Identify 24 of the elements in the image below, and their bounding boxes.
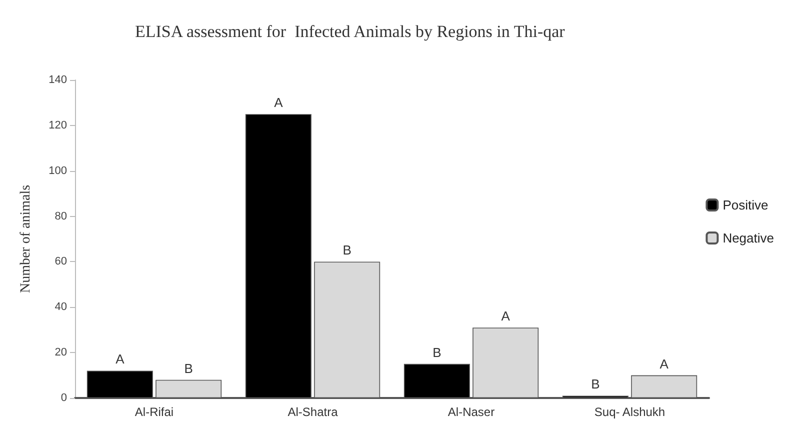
data-label: A xyxy=(116,352,125,367)
legend-label: Negative xyxy=(722,230,774,246)
y-tick-label: 80 xyxy=(54,210,67,222)
x-tick-label: Al-Shatra xyxy=(288,405,338,419)
y-tick-label: 20 xyxy=(54,346,67,359)
y-tick-label: 60 xyxy=(54,256,67,268)
data-label: B xyxy=(432,344,442,360)
data-label: A xyxy=(660,356,669,372)
y-tick-label: 140 xyxy=(48,74,67,86)
chart-title: ELISA assessment for Infected Animals by Regions in Thi-qar xyxy=(135,22,566,41)
y-tick-label: 120 xyxy=(48,119,67,132)
x-tick-label: Al-Rifai xyxy=(134,405,174,419)
data-label: B xyxy=(342,242,352,258)
y-tick-label: 40 xyxy=(54,301,67,314)
x-tick-label: Suq- Alshukh xyxy=(594,405,666,419)
legend-label: Positive xyxy=(722,198,768,212)
data-label: A xyxy=(501,308,510,324)
data-label: A xyxy=(274,95,284,110)
data-label: B xyxy=(591,376,600,392)
y-axis-title: Number of animals xyxy=(18,184,34,294)
data-label: B xyxy=(184,360,193,376)
y-tick-label: 100 xyxy=(48,164,67,177)
x-tick-label: Al-Naser xyxy=(448,405,495,419)
y-tick-label: 0 xyxy=(60,392,67,404)
